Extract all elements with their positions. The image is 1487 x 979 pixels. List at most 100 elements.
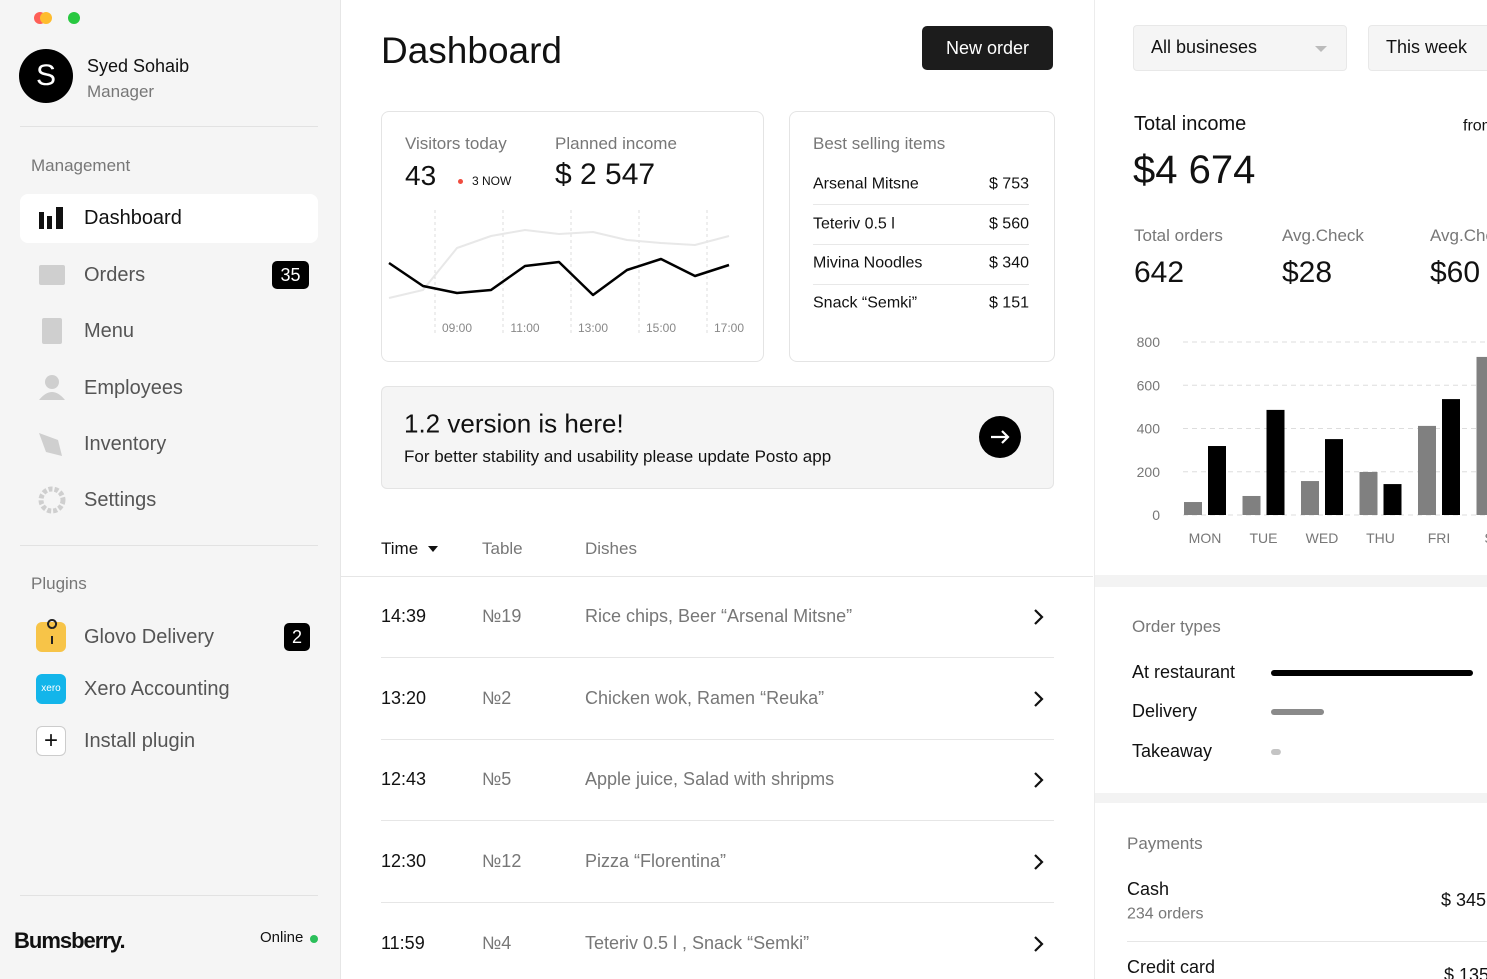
order-time[interactable]: 13:20 (381, 688, 427, 709)
update-banner[interactable] (381, 386, 1054, 489)
nav-item[interactable]: Xero Accounting (84, 678, 230, 700)
card-title: Order types (1132, 616, 1221, 636)
divider (20, 545, 318, 546)
order-dishes[interactable]: Teteriv 0.5 l , Snack “Semki” (585, 933, 810, 954)
order-table[interactable]: №5 (482, 769, 512, 790)
order-dishes[interactable]: Rice chips, Beer “Arsenal Mitsne” (585, 606, 853, 627)
row-chevron (1034, 691, 1044, 707)
column-header[interactable]: Dishes (585, 538, 637, 558)
visitors-value: 43 (405, 160, 437, 192)
row-chevron (1034, 772, 1044, 788)
minimize-dot[interactable] (40, 12, 52, 24)
brand: Bumsberry. (14, 927, 126, 953)
active-item-bg[interactable] (20, 194, 318, 243)
section-gap (1095, 793, 1487, 803)
planned-value: $ 2 547 (555, 158, 656, 191)
nav-item[interactable]: Settings (84, 489, 157, 511)
nav-item[interactable]: Menu (84, 320, 135, 342)
status: Online (260, 929, 304, 946)
card-title: Best selling items (813, 133, 946, 153)
sidebar: S Syed Sohaib Manager Management Dashboa… (0, 0, 341, 979)
order-time[interactable]: 14:39 (381, 606, 427, 627)
row-divider (381, 657, 1054, 658)
card-title: Payments (1127, 833, 1203, 853)
user-role: Manager (87, 81, 155, 101)
banner-text: For better stability and usability pleas… (404, 446, 832, 466)
stat-label: Avg.Check (1430, 225, 1487, 245)
nav-item[interactable]: Dashboard (84, 207, 182, 229)
live-dot (458, 179, 463, 184)
row-divider (381, 820, 1054, 821)
payment-amount: $ 345 (1441, 890, 1487, 911)
divider (20, 895, 318, 896)
divider (20, 126, 318, 127)
payment-amount: $ 135 (1444, 965, 1487, 979)
zoom-dot[interactable] (68, 12, 80, 24)
income-from: from (1463, 117, 1487, 135)
item-name: Mivina Noodles (813, 254, 923, 272)
order-type: Delivery (1132, 701, 1198, 722)
plus-icon: + (36, 726, 66, 756)
column-header[interactable]: Time (381, 538, 419, 558)
section-title: Plugins (31, 573, 87, 593)
right-panel: All busineses This week Total income fro… (1094, 0, 1487, 979)
item-price: $ 753 (988, 175, 1029, 193)
order-time[interactable]: 12:30 (381, 851, 427, 872)
order-table[interactable]: №19 (482, 606, 522, 627)
payment-name: Credit card (1127, 957, 1216, 978)
order-dishes[interactable]: Apple juice, Salad with shripms (585, 769, 835, 790)
xero-icon: xero (36, 674, 66, 704)
planned-label: Planned income (555, 133, 677, 153)
order-table[interactable]: №4 (482, 933, 512, 954)
order-table[interactable]: №12 (482, 851, 522, 872)
stat-value: $60 (1430, 256, 1481, 289)
glovo-icon (36, 622, 66, 652)
item-name: Snack “Semki” (813, 294, 918, 312)
item-price: $ 560 (988, 215, 1029, 233)
divider (341, 576, 1093, 577)
income-value: $4 674 (1133, 148, 1256, 192)
business-select[interactable] (1133, 25, 1347, 71)
nav-item[interactable]: Employees (84, 377, 183, 399)
business-select-label: All busineses (1151, 37, 1258, 58)
user-name: Syed Sohaib (87, 56, 190, 77)
divider (813, 284, 1029, 285)
order-type: Takeaway (1132, 741, 1213, 762)
item-price: $ 340 (988, 254, 1029, 272)
period-select[interactable] (1368, 25, 1487, 71)
sort-caret (428, 546, 438, 552)
section-gap (1095, 575, 1487, 587)
visitors-label: Visitors today (405, 133, 507, 153)
banner-title: 1.2 version is here! (404, 408, 624, 439)
avatar: S (19, 49, 73, 103)
row-chevron (1034, 854, 1044, 870)
section-title: Management (31, 155, 131, 175)
nav-item[interactable]: Orders (84, 264, 146, 286)
order-time[interactable]: 11:59 (381, 933, 425, 954)
order-time[interactable]: 12:43 (381, 769, 427, 790)
payment-name: Cash (1127, 879, 1170, 900)
column-header[interactable]: Table (482, 538, 523, 558)
page-title: Dashboard (381, 29, 563, 71)
order-type: At restaurant (1132, 662, 1236, 683)
row-divider (381, 902, 1054, 903)
payment-orders: 234 orders (1127, 905, 1204, 923)
order-table[interactable]: №2 (482, 688, 512, 709)
stat-value: 642 (1134, 256, 1185, 289)
nav-item[interactable]: Inventory (84, 433, 167, 455)
divider (813, 204, 1029, 205)
new-order-button[interactable]: New order (922, 26, 1053, 70)
row-chevron (1034, 936, 1044, 952)
nav-item[interactable]: Glovo Delivery (84, 626, 215, 648)
stat-label: Total orders (1134, 225, 1223, 245)
best-selling-card (789, 111, 1055, 362)
nav-item[interactable]: Install plugin (84, 730, 196, 752)
row-divider (381, 739, 1054, 740)
period-select-label: This week (1386, 37, 1468, 58)
order-dishes[interactable]: Chicken wok, Ramen “Reuka” (585, 688, 825, 709)
order-dishes[interactable]: Pizza “Florentina” (585, 851, 727, 872)
row-chevron (1034, 609, 1044, 625)
visitors-now: 3 NOW (472, 173, 512, 188)
divider (813, 244, 1029, 245)
